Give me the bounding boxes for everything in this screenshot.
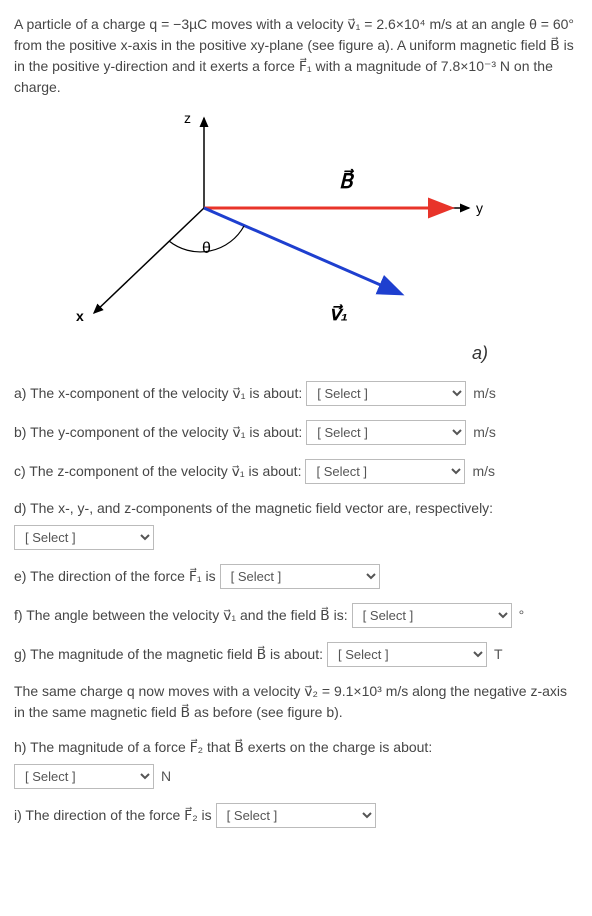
unit-h: N — [161, 766, 171, 787]
theta-label: θ — [202, 240, 211, 257]
part-two-statement: The same charge q now moves with a veloc… — [14, 681, 578, 723]
question-e-text: e) The direction of the force F⃗₁ is — [14, 566, 216, 587]
figure-a: z y x B⃗ v⃗₁ θ — [54, 108, 494, 338]
unit-c: m/s — [472, 461, 495, 482]
select-h[interactable]: [ Select ] — [14, 764, 154, 789]
z-axis-label: z — [184, 110, 191, 126]
select-e[interactable]: [ Select ] — [220, 564, 380, 589]
unit-g: T — [494, 644, 503, 665]
unit-b: m/s — [473, 422, 496, 443]
question-c-text: c) The z-component of the velocity v⃗₁ i… — [14, 461, 301, 482]
question-h-text: h) The magnitude of a force F⃗₂ that B⃗ … — [14, 737, 432, 758]
x-axis-label: x — [76, 308, 84, 324]
b-vector-label: B⃗ — [339, 168, 355, 193]
question-i-text: i) The direction of the force F⃗₂ is — [14, 805, 212, 826]
select-c[interactable]: [ Select ] — [305, 459, 465, 484]
v1-vector-label: v⃗₁ — [329, 303, 348, 325]
question-b-text: b) The y-component of the velocity v⃗₁ i… — [14, 422, 302, 443]
y-axis-label: y — [476, 200, 483, 216]
select-a[interactable]: [ Select ] — [306, 381, 466, 406]
question-a-text: a) The x-component of the velocity v⃗₁ i… — [14, 383, 302, 404]
problem-statement: A particle of a charge q = −3µC moves wi… — [14, 14, 578, 98]
unit-f: ° — [519, 605, 525, 626]
select-i[interactable]: [ Select ] — [216, 803, 376, 828]
question-d-text: d) The x-, y-, and z-components of the m… — [14, 498, 493, 519]
select-d[interactable]: [ Select ] — [14, 525, 154, 550]
question-g-text: g) The magnitude of the magnetic field B… — [14, 644, 323, 665]
question-f-text: f) The angle between the velocity v⃗₁ an… — [14, 605, 348, 626]
select-f[interactable]: [ Select ] — [352, 603, 512, 628]
select-g[interactable]: [ Select ] — [327, 642, 487, 667]
select-b[interactable]: [ Select ] — [306, 420, 466, 445]
figure-a-label: a) — [14, 340, 488, 367]
unit-a: m/s — [473, 383, 496, 404]
